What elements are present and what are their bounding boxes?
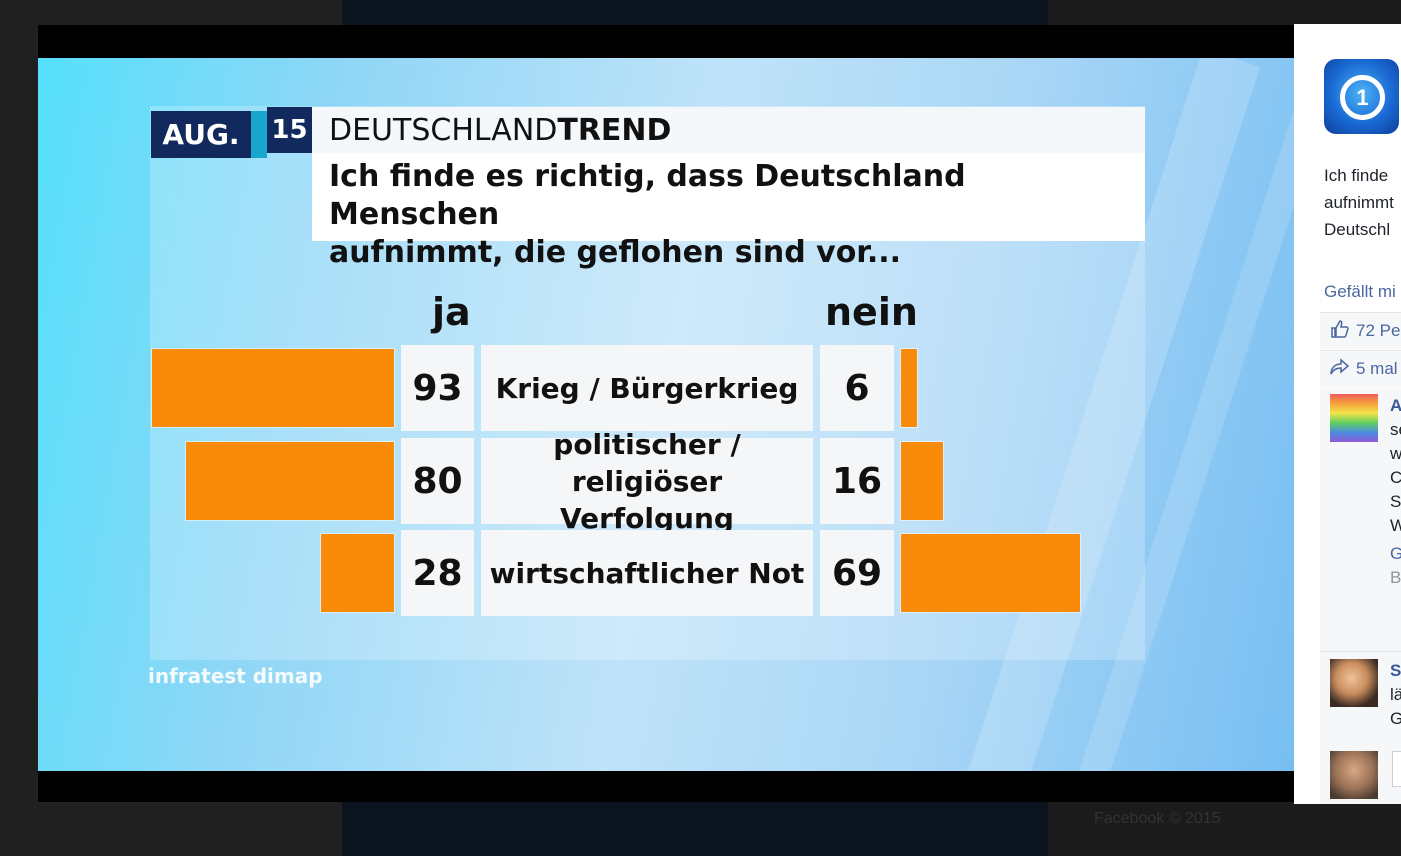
post-text-line: aufnimmt [1324,193,1394,212]
category-label: politischer / religiöser Verfolgung [481,428,813,535]
commenter-avatar[interactable] [1330,659,1378,707]
value-ja: 80 [401,438,474,524]
category-label-line: Krieg / Bürgerkrieg [495,371,799,405]
post-text: Ich finde aufnimmt Deutschl [1324,162,1394,243]
shares-count: 5 mal [1356,359,1398,378]
value-nein: 16 [820,438,894,524]
date-month-badge: AUG. [151,111,251,158]
question-line-2: aufnimmt, die geflohen sind vor... [329,235,902,270]
category-label-line: wirtschaftlicher Not [489,556,805,590]
comment-divider [1320,651,1401,652]
bar-ja [186,442,394,520]
background-footer: Facebook © 2015 [1094,810,1221,827]
comment-line: lä [1390,685,1401,704]
commenter-avatar[interactable] [1330,394,1378,442]
likes-count-row[interactable]: 72 Pe [1320,312,1401,349]
commenter-name[interactable]: S [1390,661,1401,680]
date-accent [251,111,267,158]
comment-meta: B [1390,568,1401,587]
chart-title: DEUTSCHLANDTREND [312,107,1145,153]
comment-line: S [1390,492,1401,511]
title-bold: TREND [557,113,672,148]
tagesschau-logo-icon[interactable]: 1 [1324,59,1399,134]
bar-nein [901,534,1080,612]
photo[interactable]: AUG. 15 DEUTSCHLANDTREND Ich finde es ri… [38,58,1294,771]
value-nein: 69 [820,530,894,616]
title-regular: DEUTSCHLAND [329,113,558,148]
bar-ja [321,534,394,612]
column-header-nein: nein [825,290,918,334]
post-sidebar: 1 Ich finde aufnimmt Deutschl Gefällt mi… [1294,24,1401,804]
comments-section [1320,388,1401,804]
comment-line: w [1390,444,1401,463]
question-line-1: Ich finde es richtig, dass Deutschland M… [329,159,966,232]
chart-question: Ich finde es richtig, dass Deutschland M… [312,153,1145,270]
post-text-line: Ich finde [1324,166,1389,185]
comment-action-link[interactable]: G [1390,544,1401,563]
column-header-ja: ja [432,290,471,334]
value-nein: 6 [820,345,894,431]
commenter-name[interactable]: A [1390,396,1401,415]
comment-line: C [1390,468,1401,487]
category-label: wirtschaftlicher Not [481,530,813,616]
value-ja: 93 [401,345,474,431]
category-label: Krieg / Bürgerkrieg [481,345,813,431]
category-label-text: Krieg / Bürgerkrieg [496,370,799,407]
comment-line: se [1390,420,1401,439]
source-credit: infratest dimap [148,664,323,688]
category-label-text: wirtschaftlicher Not [490,555,805,592]
date-year-badge: 15 [267,107,312,153]
like-link[interactable]: Gefällt mi [1324,282,1396,301]
shares-count-row[interactable]: 5 mal [1320,350,1401,387]
bar-ja [152,349,394,427]
category-label-line: religiöser Verfolgung [560,464,734,535]
comment-line: W [1390,516,1401,535]
value-ja: 28 [401,530,474,616]
comment-input[interactable] [1392,751,1401,787]
photo-lightbox: AUG. 15 DEUTSCHLANDTREND Ich finde es ri… [38,25,1294,802]
share-arrow-icon [1330,357,1350,383]
likes-count: 72 Pe [1356,321,1401,340]
comment-line: G [1390,709,1401,728]
bar-nein [901,349,917,427]
category-label-line: politischer / [553,427,741,461]
thumbs-up-icon [1330,319,1350,345]
category-label-text: politischer / religiöser Verfolgung [481,426,813,537]
current-user-avatar [1330,751,1378,799]
bar-nein [901,442,943,520]
post-text-line: Deutschl [1324,220,1391,239]
